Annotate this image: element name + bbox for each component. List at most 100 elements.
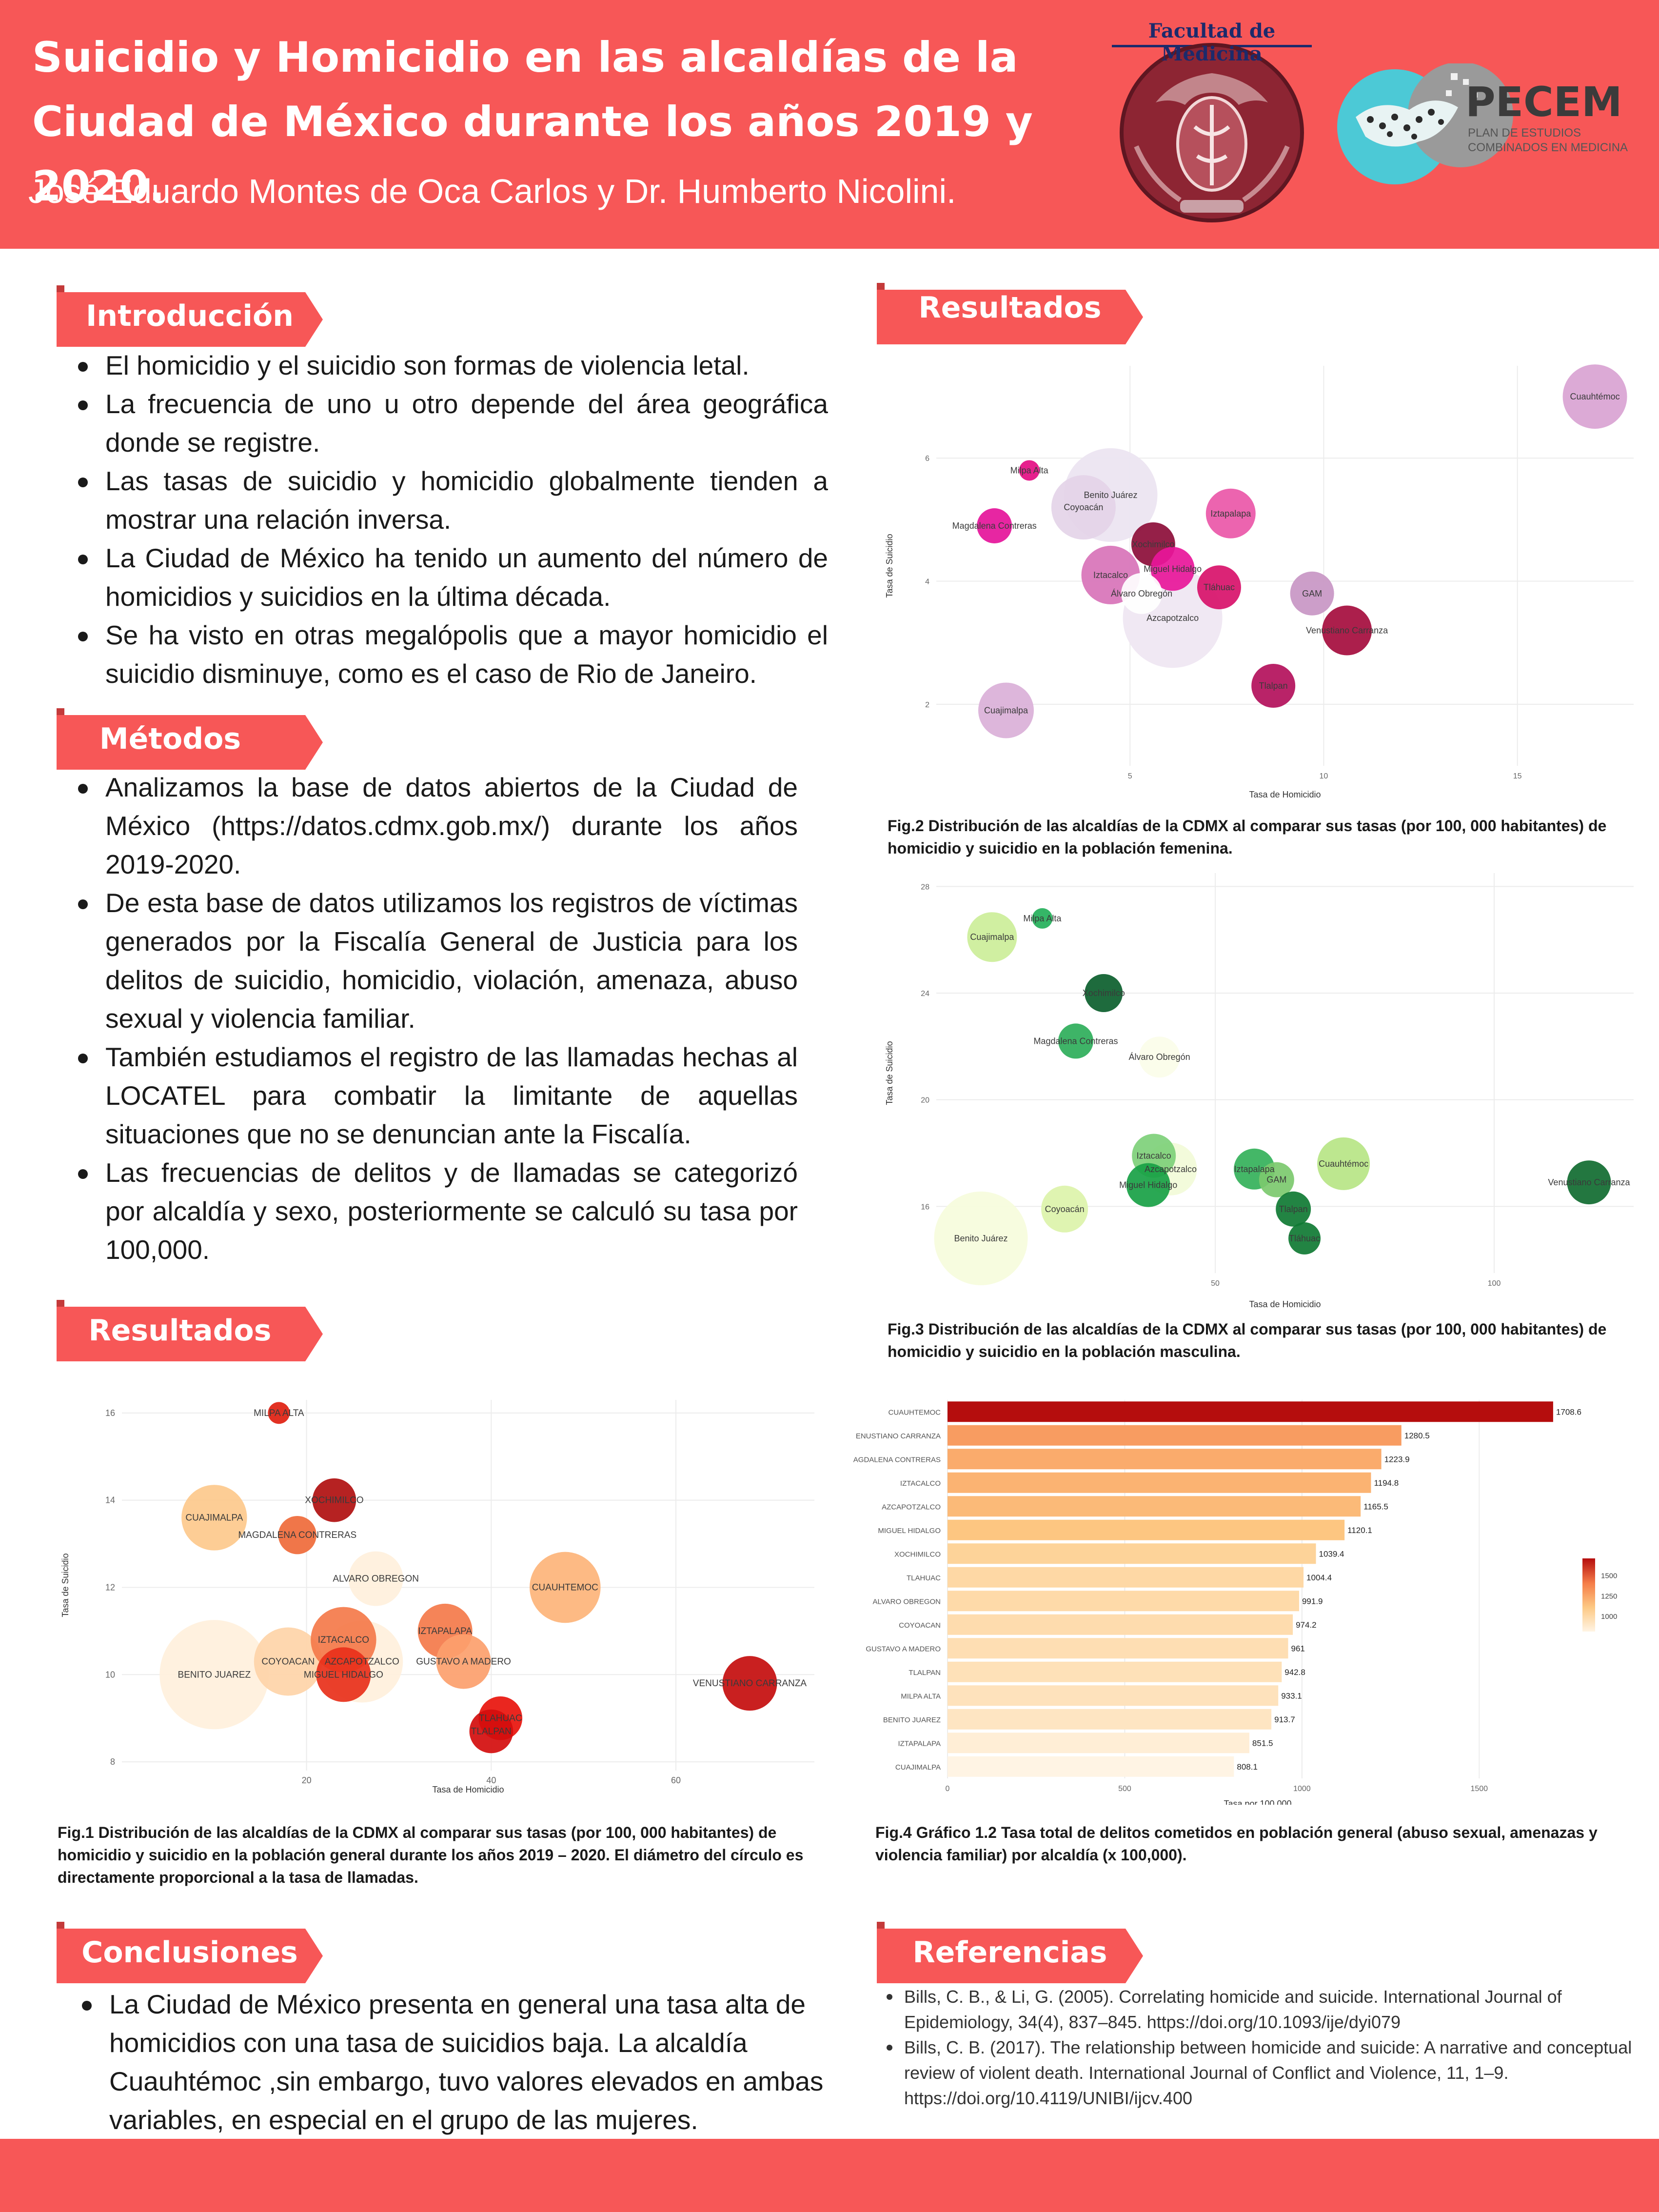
y-tick-label: 16 [105, 1408, 115, 1418]
data-point [469, 1709, 514, 1754]
section-heading-conclusiones: Conclusiones [57, 1922, 323, 1983]
point-label: Tláhuac [1289, 1234, 1320, 1243]
reference-item: Bills, C. B., & Li, G. (2005). Correlati… [877, 1984, 1638, 2035]
y-tick-label: 14 [105, 1495, 115, 1505]
pecem-emblem-icon [1337, 62, 1513, 184]
category-label: XOCHIMILCO [894, 1550, 941, 1558]
point-label: GUSTAVO A MADERO [416, 1656, 511, 1667]
point-label: Cuauhtémoc [1319, 1159, 1368, 1169]
point-label: Álvaro Obregón [1129, 1052, 1190, 1062]
data-point [1058, 1023, 1093, 1059]
fig4-bar-chart: 0 500 1000 1500 CUAUHTEMOC 1708.6 ENUSTIANO CA… [853, 1400, 1617, 1805]
data-point [977, 508, 1012, 543]
point-label: Milpa Alta [1010, 465, 1049, 475]
point-label: GAM [1302, 589, 1322, 598]
x-tick-label: 50 [1211, 1279, 1220, 1288]
facultad-medicina-logo: Facultad de Medicina [1107, 20, 1317, 224]
data-point [254, 1627, 322, 1696]
fig3-bubble-chart: 50 100 16 20 24 28 Tasa de Homicidio Tasa de Su… [885, 873, 1634, 1309]
pecem-logo: PECEM PLAN DE ESTUDIOS COMBINADOS EN MED… [1336, 62, 1648, 185]
data-point [1121, 573, 1163, 614]
point-label: Venustiano Carranza [1548, 1177, 1630, 1187]
data-label: 851.5 [1252, 1738, 1273, 1748]
poster-title: Suicidio y Homicidio en las alcaldías de… [32, 33, 1033, 211]
point-label: Azcapotzalco [1145, 1164, 1197, 1174]
data-point [181, 1485, 247, 1551]
list-item: El homicidio y el suicidio son formas de… [57, 346, 828, 385]
list-item: De esta base de datos utilizamos los reg… [57, 884, 798, 1038]
bar [948, 1401, 1553, 1422]
y-tick-label: 28 [921, 883, 929, 891]
data-point [1041, 1185, 1088, 1233]
grid [936, 366, 1634, 766]
point-label: TLALPAN [471, 1727, 512, 1737]
y-axis-label: Tasa de Suicidio [60, 1553, 70, 1617]
data-point [1317, 1137, 1370, 1190]
point-label: MAGDALENA CONTRERAS [238, 1530, 356, 1540]
point-label: Miguel Hidalgo [1144, 564, 1202, 574]
x-axis-label: Tasa de Homicidio [1249, 790, 1321, 799]
bar [948, 1685, 1279, 1706]
category-label: IZTAPALAPA [898, 1739, 941, 1748]
point-label: Iztacalco [1137, 1151, 1171, 1160]
category-label: MILPA ALTA [901, 1692, 941, 1700]
point-label: Tlalpan [1279, 1204, 1308, 1214]
data-label: 913.7 [1274, 1715, 1295, 1724]
data-point [159, 1620, 269, 1730]
point-label: Coyoacán [1064, 502, 1103, 512]
point-label: IZTAPALAPA [418, 1626, 472, 1636]
point-label: Milpa Alta [1023, 914, 1062, 923]
bar [948, 1472, 1371, 1493]
point-label: Tlalpan [1259, 681, 1288, 691]
y-tick-label: 6 [925, 455, 929, 463]
data-point [530, 1552, 601, 1623]
y-tick-label: 12 [105, 1582, 115, 1592]
metodos-list: Analizamos la base de datos abiertos de … [57, 768, 798, 1269]
y-tick-label: 10 [105, 1670, 115, 1679]
data-point [1251, 664, 1296, 708]
bar [948, 1661, 1282, 1682]
list-item: Las frecuencias de delitos y de llamadas… [57, 1154, 798, 1269]
data-point [1276, 1191, 1311, 1227]
category-label: ALVARO OBREGON [873, 1597, 941, 1606]
fig4-caption: Fig.4 Gráfico 1.2 Tasa total de delitos … [875, 1824, 1598, 1864]
x-axis-label: Tasa por 100,000 [1224, 1799, 1291, 1805]
data-label: 1165.5 [1363, 1502, 1388, 1511]
footer-banner [0, 2139, 1659, 2212]
conclusiones-list: La Ciudad de México presenta en general … [60, 1985, 860, 2139]
data-point [934, 1191, 1028, 1285]
point-label: Iztacalco [1093, 570, 1128, 580]
x-tick-label: 5 [1128, 772, 1132, 780]
point-label: IZTACALCO [318, 1635, 369, 1645]
list-item: Analizamos la base de datos abiertos de … [57, 768, 798, 884]
data-point [1150, 547, 1195, 591]
point-label: MILPA ALTA [254, 1408, 304, 1418]
legend-tick-label: 1500 [1601, 1572, 1617, 1580]
bar [948, 1614, 1293, 1635]
bar [948, 1425, 1402, 1446]
data-point [1126, 1163, 1170, 1207]
data-label: 974.2 [1296, 1620, 1317, 1630]
x-axis-label: Tasa de Homicidio [1249, 1299, 1321, 1309]
point-label: MIGUEL HIDALGO [304, 1670, 383, 1680]
section-heading-resultados-left: Resultados [57, 1300, 323, 1361]
list-item: La frecuencia de uno u otro depende del … [57, 385, 828, 462]
data-label: 1223.9 [1384, 1455, 1410, 1464]
bar [948, 1449, 1382, 1470]
data-point [1562, 364, 1627, 429]
x-tick-label: 0 [946, 1785, 950, 1793]
point-label: Venustiano Carranza [1306, 625, 1388, 635]
data-point [348, 1551, 403, 1606]
header-banner: Suicidio y Homicidio en las alcaldías de… [0, 0, 1659, 249]
bar [948, 1591, 1299, 1612]
point-label: Cuajimalpa [984, 705, 1028, 715]
point-label: Xochimilco [1132, 539, 1174, 549]
data-point [316, 1647, 371, 1702]
data-point [978, 682, 1034, 738]
y-tick-label: 16 [921, 1203, 929, 1211]
bar [948, 1519, 1345, 1540]
point-label: Tláhuac [1204, 582, 1235, 592]
x-tick-label: 15 [1513, 772, 1522, 780]
data-label: 808.1 [1237, 1762, 1258, 1772]
data-label: 1708.6 [1556, 1407, 1581, 1416]
